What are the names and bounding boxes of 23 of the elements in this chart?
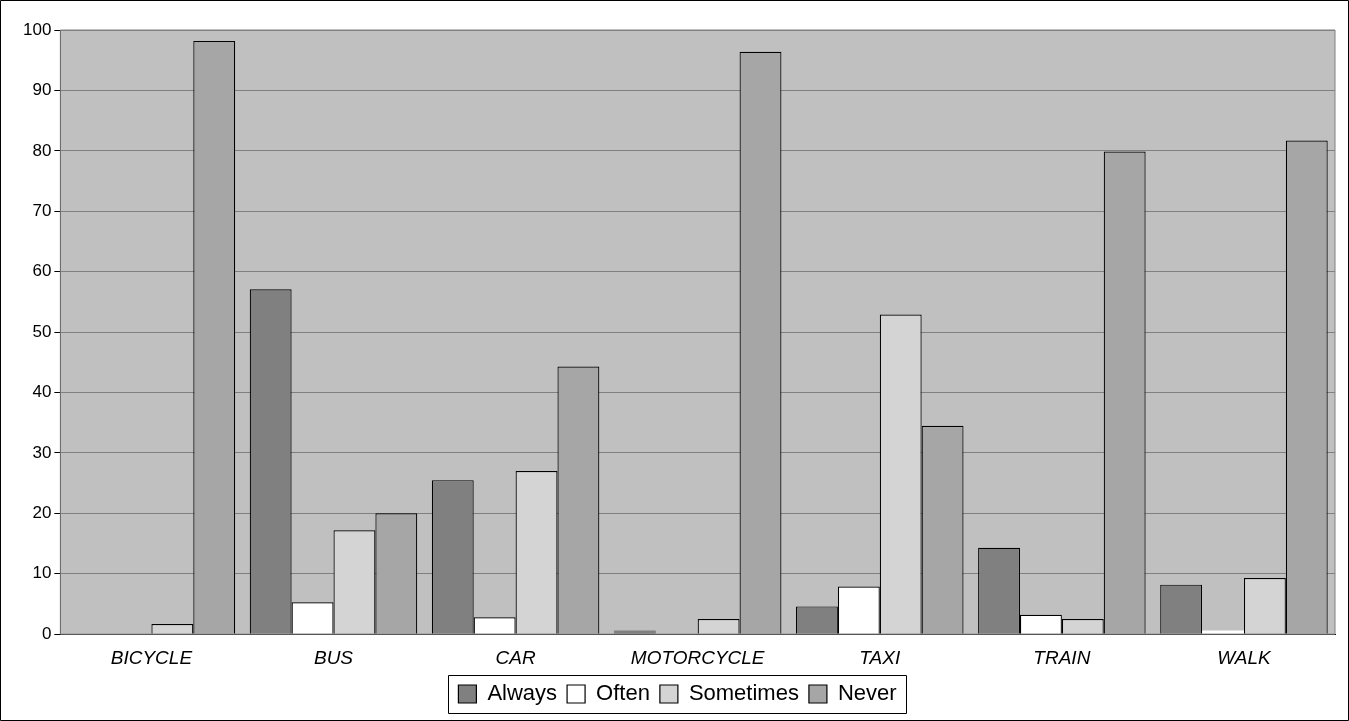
x-tick-label: MOTORCYCLE [630, 646, 765, 668]
y-tick-label: 100 [22, 19, 52, 39]
legend-label: Never [837, 680, 897, 706]
y-tick-label: 60 [32, 261, 52, 281]
y-tick-label: 50 [32, 321, 52, 341]
y-tick-label: 40 [32, 382, 52, 402]
x-tick-label: TAXI [859, 646, 901, 668]
x-tick-label: CAR [495, 646, 536, 668]
y-tick-label: 90 [32, 80, 52, 100]
x-tick-label: WALK [1217, 646, 1273, 668]
y-tick-label: 20 [32, 503, 52, 523]
x-tick-label: BUS [313, 646, 354, 668]
x-tick-label: TRAIN [1033, 646, 1091, 668]
y-tick-label: 70 [32, 200, 52, 220]
y-tick-label: 10 [32, 563, 52, 583]
bar [1202, 630, 1244, 634]
legend-label: Often [596, 680, 650, 706]
legend-label: Always [487, 680, 558, 706]
legend-label: Sometimes [688, 680, 799, 706]
y-tick-label: 30 [32, 442, 52, 462]
y-tick-label: 0 [41, 623, 52, 643]
x-tick-label: BICYCLE [110, 646, 193, 668]
y-tick-label: 80 [32, 140, 52, 160]
